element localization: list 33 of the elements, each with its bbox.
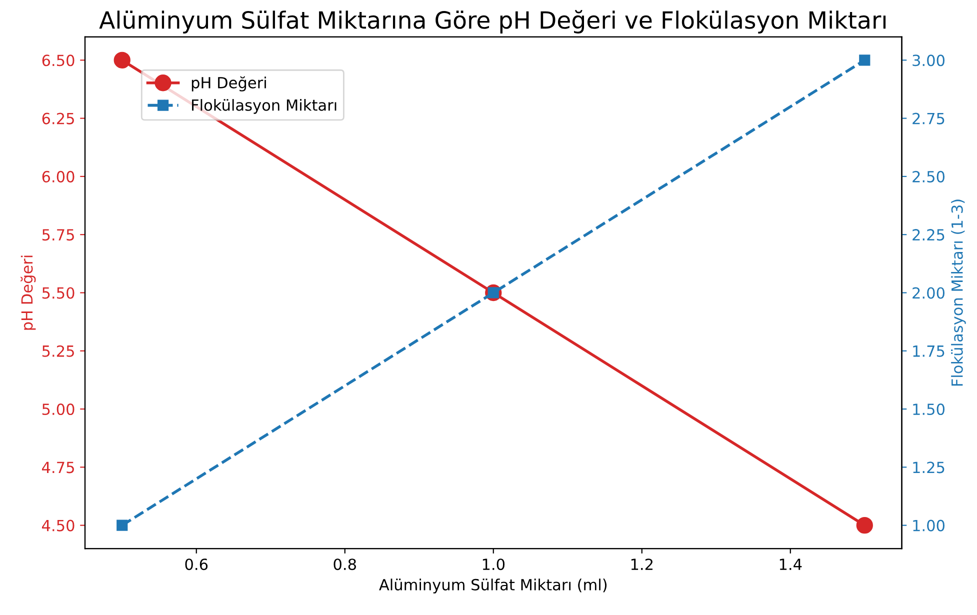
y-tick-label: 6.50: [42, 54, 74, 66]
y2-tick-label: 2.25: [912, 229, 944, 241]
legend-label: Flokülasyon Miktarı: [192, 99, 336, 114]
x-tick-label: 1.4: [780, 558, 802, 570]
y-tick-label: 4.50: [42, 520, 74, 532]
x-tick-label: 1.2: [631, 558, 653, 570]
y-axis-title: pH Değeri: [20, 256, 36, 330]
y-tick-label: 6.25: [42, 112, 74, 124]
x-tick-label: 1.0: [482, 558, 505, 570]
y2-tick-label: 1.00: [913, 520, 944, 532]
y2-tick-label: 1.75: [913, 346, 944, 357]
y-tick-label: 6.00: [42, 170, 74, 182]
point: [856, 516, 873, 534]
y2-tick-label: 1.50: [913, 403, 944, 416]
y2-tick-label: 3.00: [912, 54, 944, 66]
y2-tick-label: 1.25: [913, 462, 944, 474]
y2-tick-label: 2.75: [912, 112, 944, 124]
chart-title: Alüminyum Sülfat Miktarına Göre pH Değeri ve Flokülasyon Miktarı: [99, 10, 886, 34]
legend-label: pH Değeri: [192, 76, 266, 92]
point: [116, 520, 128, 531]
x-tick-label: 0.8: [334, 558, 356, 570]
point: [114, 52, 130, 68]
y-tick-label: 4.75: [42, 462, 74, 474]
point: [859, 54, 870, 66]
y2-tick-label: 2.50: [912, 170, 944, 182]
y-tick-label: 5.50: [42, 287, 74, 299]
x-tick-label: 0.6: [185, 558, 208, 570]
y-tick-label: 5.25: [42, 345, 74, 357]
y2-tick-label: 2.00: [912, 287, 944, 299]
y-tick-label: 5.00: [42, 403, 74, 416]
y2-axis-title: Flokülasyon Miktarı (1-3): [951, 200, 966, 386]
x-axis-title: Alüminyum Sülfat Miktarı (ml): [379, 578, 607, 594]
y-tick-label: 5.75: [42, 229, 74, 241]
